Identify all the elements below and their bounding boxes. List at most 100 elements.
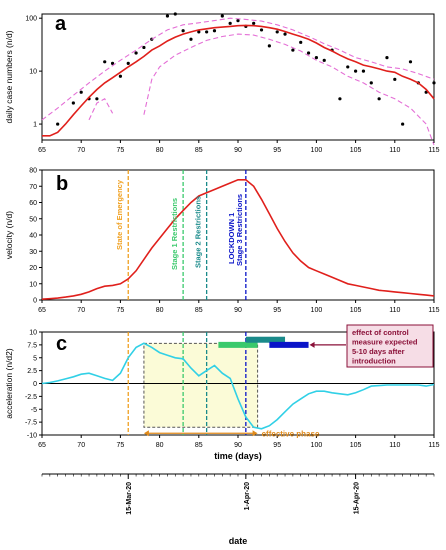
x-tick-label: 65 bbox=[38, 307, 46, 314]
date-tick-label: 15-Apr-20 bbox=[354, 482, 361, 514]
data-point bbox=[275, 30, 279, 34]
x-tick-label: 80 bbox=[156, 442, 164, 449]
data-point bbox=[134, 51, 138, 55]
panel-letter: c bbox=[56, 333, 67, 355]
intervention-label: Stage 1 Restrictions bbox=[170, 198, 179, 270]
intervention-effect-bar bbox=[245, 336, 286, 343]
data-point bbox=[283, 32, 287, 36]
panel-letter: a bbox=[55, 13, 67, 35]
data-point bbox=[103, 60, 107, 64]
data-point bbox=[142, 45, 146, 50]
data-point bbox=[205, 30, 209, 34]
y-tick-label: 10 bbox=[29, 69, 37, 76]
plot-frame bbox=[41, 13, 435, 141]
y-tick-label: 50 bbox=[29, 216, 37, 223]
data-point bbox=[393, 77, 397, 81]
data-point bbox=[354, 69, 358, 73]
x-tick-label: 100 bbox=[311, 147, 323, 154]
y-tick-label: 40 bbox=[29, 233, 37, 240]
x-tick-label: 80 bbox=[156, 147, 164, 154]
data-point bbox=[95, 97, 99, 101]
panel-letter: b bbox=[56, 173, 68, 195]
series-line bbox=[41, 342, 435, 430]
annotation-text: introduction bbox=[352, 357, 396, 366]
data-point bbox=[267, 44, 271, 48]
x-tick-label: 105 bbox=[350, 442, 362, 449]
y-tick-label: -5 bbox=[31, 407, 37, 414]
confidence-band bbox=[41, 17, 435, 121]
data-point bbox=[377, 97, 381, 101]
data-point bbox=[299, 40, 303, 44]
data-point bbox=[361, 69, 366, 73]
data-point bbox=[236, 19, 240, 23]
intervention-label: Stage 2 Restrictions bbox=[194, 196, 203, 268]
y-tick-label: 7.5 bbox=[27, 342, 37, 349]
data-point bbox=[252, 21, 256, 25]
data-point bbox=[118, 74, 122, 78]
data-point bbox=[56, 122, 60, 126]
annotation-text: effect of control bbox=[352, 328, 409, 337]
x-tick-label: 95 bbox=[273, 307, 281, 314]
y-tick-label: -10 bbox=[27, 433, 37, 440]
x-tick-label: 100 bbox=[311, 307, 323, 314]
data-point bbox=[314, 56, 318, 60]
y-tick-label: 20 bbox=[29, 265, 37, 272]
y-tick-label: 60 bbox=[29, 200, 37, 207]
x-tick-label: 65 bbox=[38, 147, 46, 154]
x-tick-label: 70 bbox=[77, 307, 85, 314]
data-point bbox=[408, 60, 413, 64]
data-point bbox=[369, 81, 373, 85]
effective-window bbox=[143, 342, 259, 428]
confidence-band bbox=[88, 98, 114, 121]
intervention-label: State of Emergency bbox=[115, 179, 124, 250]
x-tick-label: 90 bbox=[234, 147, 242, 154]
intervention-effect-bar bbox=[269, 341, 309, 348]
data-point bbox=[338, 97, 342, 101]
data-point bbox=[79, 90, 83, 94]
x-tick-label: 90 bbox=[234, 442, 242, 449]
x-tick-label: 110 bbox=[389, 442, 400, 449]
effective-phase-arrowhead bbox=[252, 430, 258, 437]
x-tick-label: 110 bbox=[389, 307, 400, 314]
date-axis-label: date bbox=[229, 536, 248, 546]
x-axis-label: time (days) bbox=[214, 451, 262, 461]
data-point bbox=[189, 37, 193, 41]
x-tick-label: 95 bbox=[273, 442, 281, 449]
effective-phase-label: effective phase bbox=[262, 429, 320, 438]
y-tick-label: 5 bbox=[33, 355, 37, 362]
y-tick-label: 1 bbox=[33, 122, 37, 129]
y-tick-label: -2.5 bbox=[25, 394, 37, 401]
x-tick-label: 105 bbox=[350, 147, 362, 154]
effective-phase-arrowhead bbox=[143, 430, 149, 437]
data-point bbox=[212, 29, 217, 33]
x-tick-label: 85 bbox=[195, 307, 203, 314]
annotation-box bbox=[346, 324, 434, 368]
data-point bbox=[432, 81, 436, 85]
data-point bbox=[291, 48, 295, 52]
annotation-text: 5-10 days after bbox=[352, 347, 405, 356]
date-axis: 15-Mar-20 1-Apr-20 15-Apr-20 date bbox=[41, 473, 435, 546]
x-tick-label: 95 bbox=[273, 147, 281, 154]
y-axis-label: acceleration (n/d2) bbox=[4, 348, 14, 419]
y-tick-label: -7.5 bbox=[25, 420, 37, 427]
y-tick-label: 10 bbox=[29, 281, 37, 288]
x-tick-label: 90 bbox=[234, 307, 242, 314]
data-point bbox=[228, 21, 232, 25]
data-point bbox=[306, 51, 311, 55]
x-tick-label: 70 bbox=[77, 442, 85, 449]
intervention-label: LOCKDOWN 1 bbox=[227, 213, 236, 264]
x-tick-label: 100 bbox=[311, 442, 323, 449]
data-point bbox=[165, 14, 170, 18]
y-tick-label: 2.5 bbox=[27, 368, 37, 375]
x-tick-label: 75 bbox=[117, 147, 125, 154]
series-line bbox=[41, 179, 435, 300]
data-point bbox=[401, 122, 405, 126]
y-tick-label: 0 bbox=[33, 381, 37, 388]
data-point bbox=[126, 61, 130, 65]
y-tick-label: 30 bbox=[29, 249, 37, 256]
confidence-band bbox=[143, 33, 435, 146]
y-tick-label: 0 bbox=[33, 298, 37, 305]
x-tick-label: 65 bbox=[38, 442, 46, 449]
series-line bbox=[42, 24, 435, 137]
